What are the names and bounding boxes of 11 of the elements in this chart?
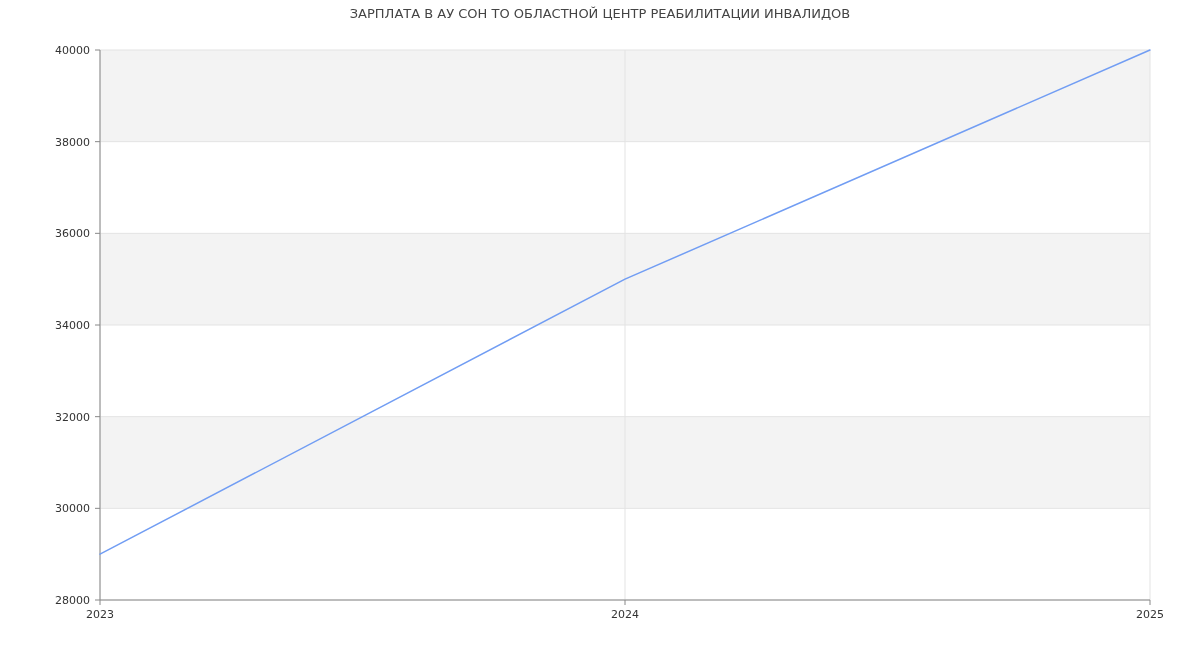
x-tick-label: 2024 <box>611 608 639 621</box>
y-tick-label: 36000 <box>55 227 90 241</box>
y-tick-label: 30000 <box>55 502 90 516</box>
y-tick-label: 40000 <box>55 43 90 57</box>
x-tick-label: 2025 <box>1136 608 1164 621</box>
y-tick-label: 34000 <box>55 318 90 332</box>
chart-title: ЗАРПЛАТА В АУ СОН ТО ОБЛАСТНОЙ ЦЕНТР РЕАБИЛИТАЦИИ ИНВАЛИДОВ <box>349 6 851 21</box>
y-tick-label: 28000 <box>55 593 90 607</box>
x-tick-label: 2023 <box>86 608 114 621</box>
y-tick-label: 38000 <box>55 135 90 149</box>
y-tick-label: 32000 <box>55 410 90 424</box>
